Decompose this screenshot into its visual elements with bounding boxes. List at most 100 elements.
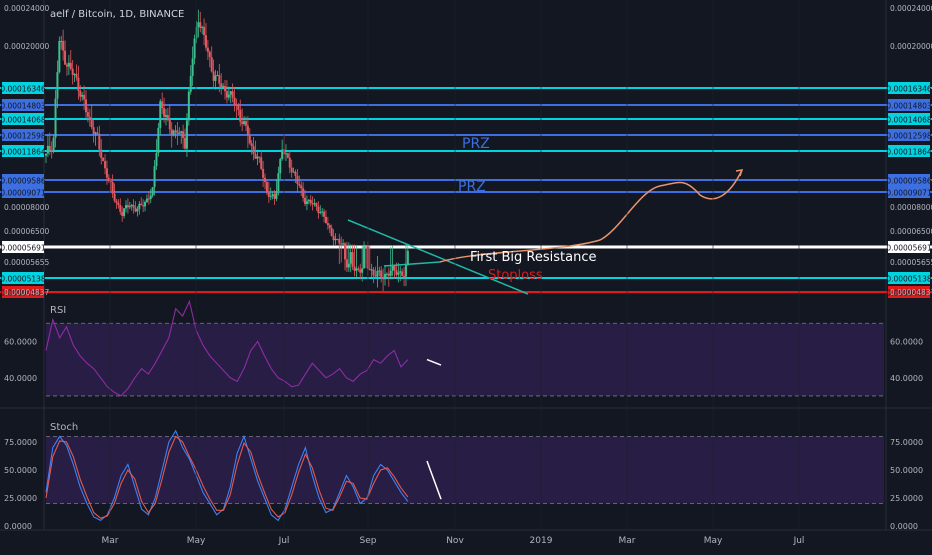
candle-body-44 — [128, 206, 131, 208]
candle-body-146 — [323, 211, 326, 217]
candle-body-94 — [224, 86, 227, 92]
candle-body-128 — [288, 157, 291, 168]
candle-body-90 — [216, 75, 219, 77]
candle-body-88 — [212, 71, 215, 81]
candle-body-93 — [222, 86, 225, 88]
candle-body-33 — [107, 177, 110, 182]
candle-body-29 — [100, 149, 103, 159]
candle-body-52 — [144, 201, 147, 207]
candle-body-114 — [262, 168, 265, 178]
candle-body-60 — [159, 101, 162, 128]
price-tick-right-1: 0.00020000 — [890, 42, 932, 51]
candle-body-3 — [50, 150, 53, 152]
stoch-tick-right-2: 25.0000 — [890, 494, 923, 503]
candle-body-25 — [92, 127, 95, 134]
candle-body-189 — [404, 265, 407, 277]
level-label-right-4: 0.00011864 — [886, 148, 932, 157]
candle-body-45 — [130, 204, 133, 207]
price-tick-left-5: 0.00004837 — [4, 288, 50, 297]
candle-body-11 — [65, 64, 68, 67]
candle-body-137 — [305, 201, 308, 205]
annotation-prz-lower: PRZ — [458, 179, 486, 195]
candle-body-118 — [269, 196, 272, 198]
candle-body-89 — [214, 75, 217, 81]
candle-body-2 — [48, 145, 51, 151]
level-label-bg-left-9 — [2, 286, 44, 298]
candle-body-34 — [109, 181, 112, 183]
candle-body-160 — [349, 252, 352, 264]
candle-body-113 — [260, 157, 263, 169]
candle-body-72 — [182, 131, 185, 138]
drawing-overlays — [347, 169, 744, 295]
candle-body-26 — [94, 132, 97, 134]
candle-body-21 — [84, 99, 87, 113]
candle-body-63 — [164, 115, 167, 117]
candle-body-19 — [81, 94, 84, 97]
level-label-bg-right-1 — [888, 99, 930, 111]
stoch-panel: 75.0000 75.0000 50.0000 50.0000 25.0000 25.00… — [4, 429, 923, 531]
level-label-left-6: 0.00009071 — [0, 189, 46, 198]
candle-body-104 — [243, 121, 246, 124]
level-label-right-2: 0.00014068 — [886, 116, 932, 125]
candle-body-120 — [273, 194, 276, 199]
candle-body-173 — [374, 275, 377, 277]
level-label-left-8: 0.00005138 — [0, 275, 46, 284]
candle-body-135 — [302, 188, 305, 198]
candle-body-53 — [145, 198, 148, 202]
candle-body-187 — [401, 271, 404, 276]
time-axis: Mar May Jul Sep Nov 2019 Mar May Jul — [102, 0, 804, 546]
candle-body-80 — [197, 22, 200, 27]
price-tick-right-2: 0.00008000 — [890, 203, 932, 212]
time-tick-2: Jul — [278, 536, 290, 546]
candle-body-132 — [296, 175, 299, 184]
candle-body-31 — [104, 161, 107, 169]
candle-body-124 — [281, 149, 284, 159]
candle-body-69 — [176, 130, 179, 134]
candle-body-102 — [239, 109, 242, 122]
level-label-right-3: 0.00012598 — [886, 132, 932, 141]
candle-body-43 — [126, 205, 129, 208]
level-label-bg-left-3 — [2, 129, 44, 141]
candle-body-178 — [384, 273, 387, 280]
chart-title: aelf / Bitcoin, 1D, BINANCE — [50, 9, 184, 20]
candle-body-106 — [246, 125, 249, 136]
price-tick-right-5: 0.00004837 — [890, 288, 932, 297]
candle-body-16 — [75, 73, 78, 78]
candle-body-138 — [307, 199, 310, 202]
rsi-tick-left-0: 60.0000 — [4, 337, 37, 346]
price-tick-right-4: 0.00005655 — [890, 258, 932, 267]
candle-body-99 — [233, 97, 236, 105]
candle-body-133 — [298, 183, 301, 186]
candle-body-142 — [315, 203, 318, 207]
candle-body-48 — [136, 209, 139, 212]
level-label-bg-left-8 — [2, 272, 44, 284]
candle-body-149 — [328, 225, 331, 229]
price-tick-left-1: 0.00020000 — [4, 42, 50, 51]
candle-body-176 — [380, 270, 383, 278]
candle-body-167 — [363, 246, 366, 269]
candle-body-18 — [79, 90, 82, 97]
level-label-left-3: 0.00012598 — [0, 132, 46, 141]
candle-body-32 — [105, 168, 108, 178]
price-axis-labels: 0.00016346 0.00016346 0.00014803 0.00014803… — [0, 4, 932, 298]
candle-body-50 — [140, 203, 143, 206]
level-label-bg-left-1 — [2, 99, 44, 111]
candle-body-151 — [332, 236, 335, 241]
candle-body-109 — [252, 146, 255, 154]
projection-path — [439, 169, 743, 263]
candle-body-38 — [117, 202, 120, 206]
candle-body-154 — [338, 238, 341, 244]
candle-body-27 — [96, 132, 99, 134]
time-tick-4: Nov — [446, 536, 464, 546]
candle-body-71 — [180, 131, 183, 134]
candle-body-61 — [161, 101, 164, 109]
level-label-left-7: 0.00005691 — [0, 244, 46, 253]
level-label-bg-right-7 — [888, 241, 930, 253]
candle-body-179 — [385, 273, 388, 275]
candle-body-74 — [185, 120, 188, 149]
candle-body-182 — [391, 265, 394, 271]
level-label-bg-right-8 — [888, 272, 930, 284]
candle-body-140 — [311, 203, 314, 205]
